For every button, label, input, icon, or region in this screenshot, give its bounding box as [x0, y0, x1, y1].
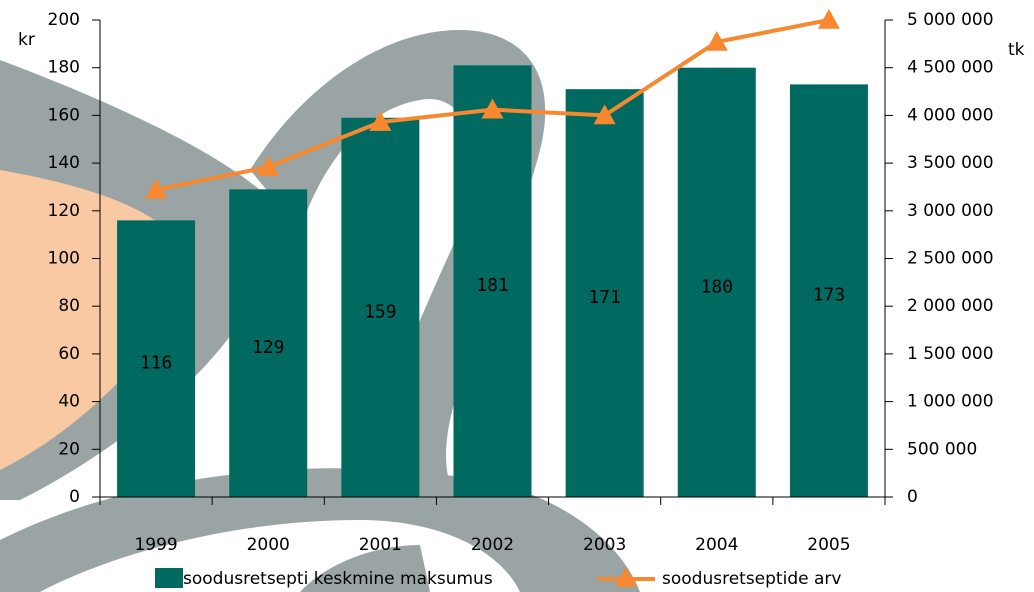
legend-swatch [155, 568, 183, 588]
x-tick-label: 2005 [807, 535, 850, 555]
y-tick-label: 40 [58, 392, 80, 412]
line-marker [817, 9, 840, 29]
data-label: 180 [701, 276, 734, 297]
line-marker [705, 30, 728, 51]
legend-label: soodusretsepti keskmine maksumus [183, 569, 493, 589]
y-tick-label: 160 [48, 105, 80, 125]
line-marker [145, 178, 168, 199]
y-tick-label: 100 [48, 249, 80, 269]
y2-tick-label: 0 [907, 487, 918, 507]
y2-tick-label: 2 000 000 [907, 296, 994, 316]
line-marker [257, 155, 280, 176]
y2-tick-label: 5 000 000 [907, 10, 994, 30]
bar [117, 220, 196, 497]
y-tick-label: 20 [58, 439, 80, 459]
bar [565, 89, 644, 497]
y-axis-title: kr [18, 30, 35, 50]
x-tick-label: 2002 [471, 535, 514, 555]
bar [229, 189, 308, 497]
y-tick-label: 180 [48, 58, 80, 78]
bar [677, 67, 756, 497]
y2-tick-label: 2 500 000 [907, 249, 994, 269]
line-marker [369, 111, 392, 131]
x-tick-label: 2003 [583, 535, 626, 555]
x-tick-label: 2000 [247, 535, 290, 555]
y2-tick-label: 4 500 000 [907, 58, 994, 78]
x-tick-label: 1999 [134, 535, 177, 555]
line-marker [593, 104, 616, 125]
y-tick-label: 0 [69, 487, 80, 507]
y-tick-label: 60 [58, 344, 80, 364]
y2-tick-label: 4 000 000 [907, 105, 994, 125]
y-tick-label: 140 [48, 153, 80, 173]
data-label: 181 [476, 275, 509, 296]
x-tick-label: 2001 [359, 535, 402, 555]
y2-axis-title: tk [1008, 40, 1025, 60]
x-tick-label: 2004 [695, 535, 738, 555]
y2-tick-label: 3 500 000 [907, 153, 994, 173]
data-label: 171 [588, 287, 621, 308]
y2-tick-label: 3 000 000 [907, 201, 994, 221]
bar [789, 84, 868, 498]
data-label: 129 [252, 337, 285, 358]
y-tick-label: 200 [48, 10, 80, 30]
bar [341, 117, 420, 497]
y-tick-label: 80 [58, 296, 80, 316]
legend-marker [615, 567, 637, 587]
line-marker [481, 98, 504, 119]
bar [453, 65, 532, 497]
data-label: 159 [364, 301, 397, 322]
y-tick-label: 120 [48, 201, 80, 221]
data-label: 116 [140, 353, 173, 374]
data-label: 173 [813, 285, 846, 306]
y2-tick-label: 500 000 [907, 439, 977, 459]
legend-label: soodusretseptide arv [662, 569, 841, 589]
y2-tick-label: 1 500 000 [907, 344, 994, 364]
y2-tick-label: 1 000 000 [907, 392, 994, 412]
